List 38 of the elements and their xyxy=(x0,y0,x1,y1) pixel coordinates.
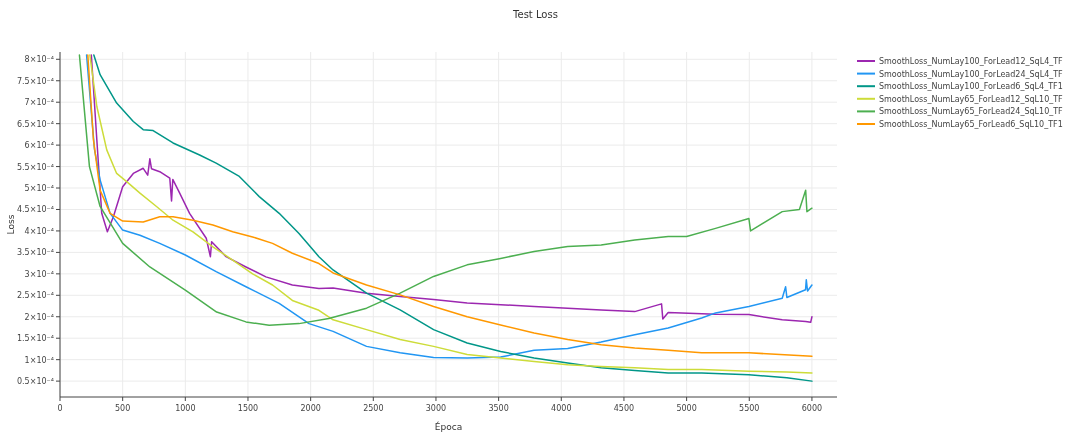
x-tick-label: 5500 xyxy=(739,404,760,413)
y-tick-label: 0.5×10⁻⁴ xyxy=(16,377,54,387)
y-tick-label: 6.5×10⁻⁴ xyxy=(16,119,54,129)
x-tick-label: 1500 xyxy=(237,404,259,413)
x-tick-label: 1000 xyxy=(175,404,196,413)
y-tick-label: 5×10⁻⁴ xyxy=(24,184,54,194)
x-tick-label: 500 xyxy=(115,404,131,413)
x-tick-label: 3000 xyxy=(425,404,447,413)
legend-label: SmoothLoss_NumLay65_ForLead12_SqL10_TF xyxy=(879,94,1064,104)
y-tick-label: 4×10⁻⁴ xyxy=(24,226,54,236)
y-tick-label: 1.5×10⁻⁴ xyxy=(16,334,54,344)
y-axis-title: Loss xyxy=(6,214,16,235)
x-tick-label: 0 xyxy=(57,404,63,413)
y-tick-label: 2×10⁻⁴ xyxy=(24,312,54,322)
x-tick-label: 4000 xyxy=(551,404,572,413)
chart-title: Test Loss xyxy=(512,9,558,20)
legend-label: SmoothLoss_NumLay100_ForLead6_SqL4_TF1 xyxy=(879,82,1063,92)
legend-label: SmoothLoss_NumLay100_ForLead24_SqL4_TF xyxy=(879,69,1064,79)
x-tick-label: 3500 xyxy=(488,404,509,413)
legend-label: SmoothLoss_NumLay65_ForLead24_SqL10_TF xyxy=(879,107,1064,117)
y-tick-label: 7.5×10⁻⁴ xyxy=(16,76,54,86)
y-tick-label: 3×10⁻⁴ xyxy=(24,269,54,279)
y-tick-label: 6×10⁻⁴ xyxy=(24,141,54,151)
x-axis-title: Época xyxy=(434,421,463,432)
legend-label: SmoothLoss_NumLay65_ForLead6_SqL10_TF1 xyxy=(879,120,1063,129)
x-tick-label: 6000 xyxy=(801,404,823,413)
x-tick-label: 2500 xyxy=(363,404,384,413)
x-tick-label: 2000 xyxy=(300,404,321,413)
y-tick-label: 3.5×10⁻⁴ xyxy=(16,248,54,258)
y-tick-label: 2.5×10⁻⁴ xyxy=(16,291,54,301)
y-tick-label: 4.5×10⁻⁴ xyxy=(16,205,54,215)
legend-label: SmoothLoss_NumLay100_ForLead12_SqL4_TF xyxy=(879,57,1064,66)
y-tick-label: 5.5×10⁻⁴ xyxy=(16,162,54,172)
x-tick-label: 5000 xyxy=(676,404,697,413)
x-tick-label: 4500 xyxy=(613,404,635,413)
y-tick-label: 1×10⁻⁴ xyxy=(24,355,54,365)
y-tick-label: 8×10⁻⁴ xyxy=(24,55,54,65)
y-tick-label: 7×10⁻⁴ xyxy=(24,98,54,108)
